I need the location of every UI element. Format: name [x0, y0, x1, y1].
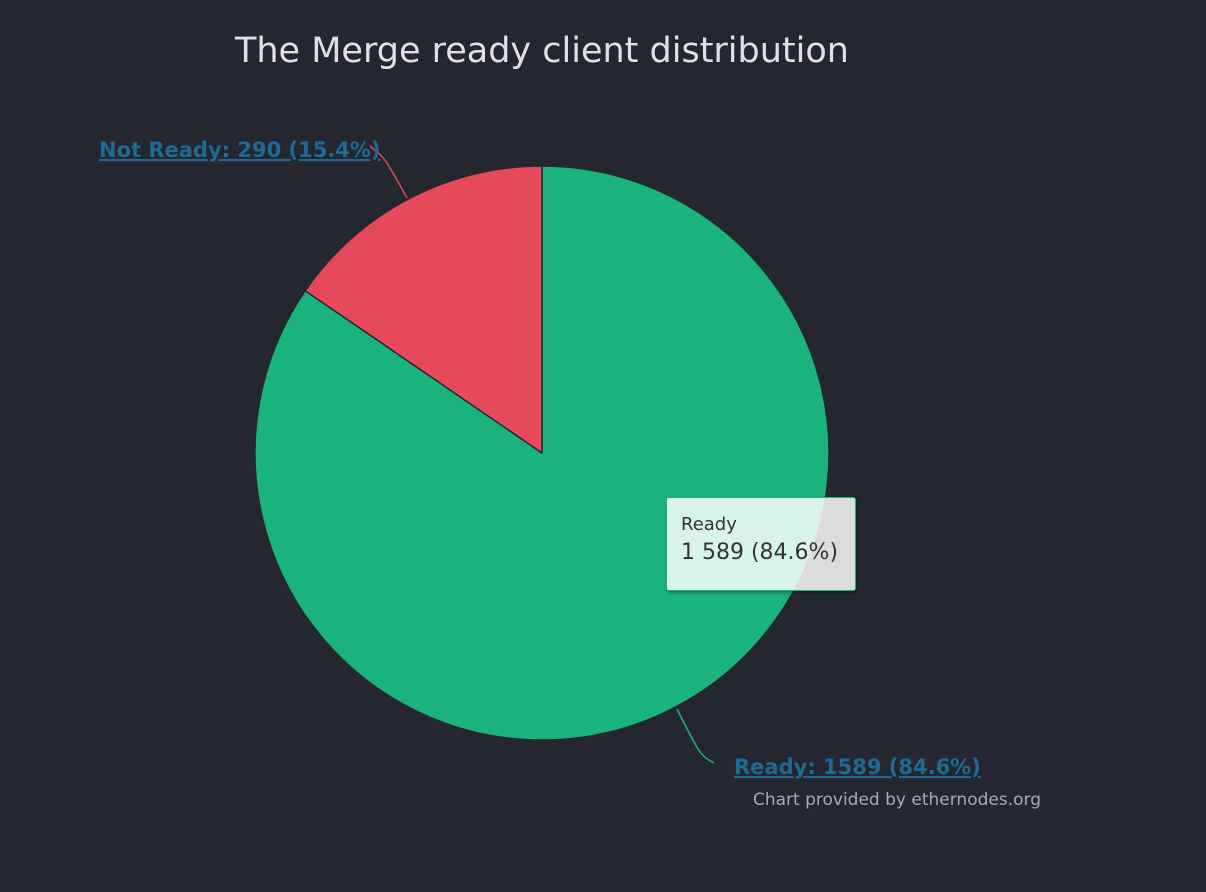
tooltip: Ready 1 589 (84.6%): [666, 497, 856, 591]
connector-not-ready: [369, 145, 408, 199]
data-labels: Not Ready: 290 (15.4%) Ready: 1589 (84.6…: [99, 138, 981, 779]
label-connectors: [369, 145, 715, 764]
pie-slices: [254, 165, 830, 741]
chart-title: The Merge ready client distribution: [234, 31, 849, 71]
tooltip-series-name: Ready: [681, 514, 737, 535]
data-label-ready[interactable]: Ready: 1589 (84.6%): [734, 755, 981, 779]
credits-link[interactable]: Chart provided by ethernodes.org: [753, 790, 1041, 810]
tooltip-value: 1 589 (84.6%): [681, 540, 839, 565]
data-label-not-ready[interactable]: Not Ready: 290 (15.4%): [99, 138, 381, 162]
pie-slice-not-ready[interactable]: [304, 165, 543, 454]
connector-ready: [676, 708, 715, 764]
